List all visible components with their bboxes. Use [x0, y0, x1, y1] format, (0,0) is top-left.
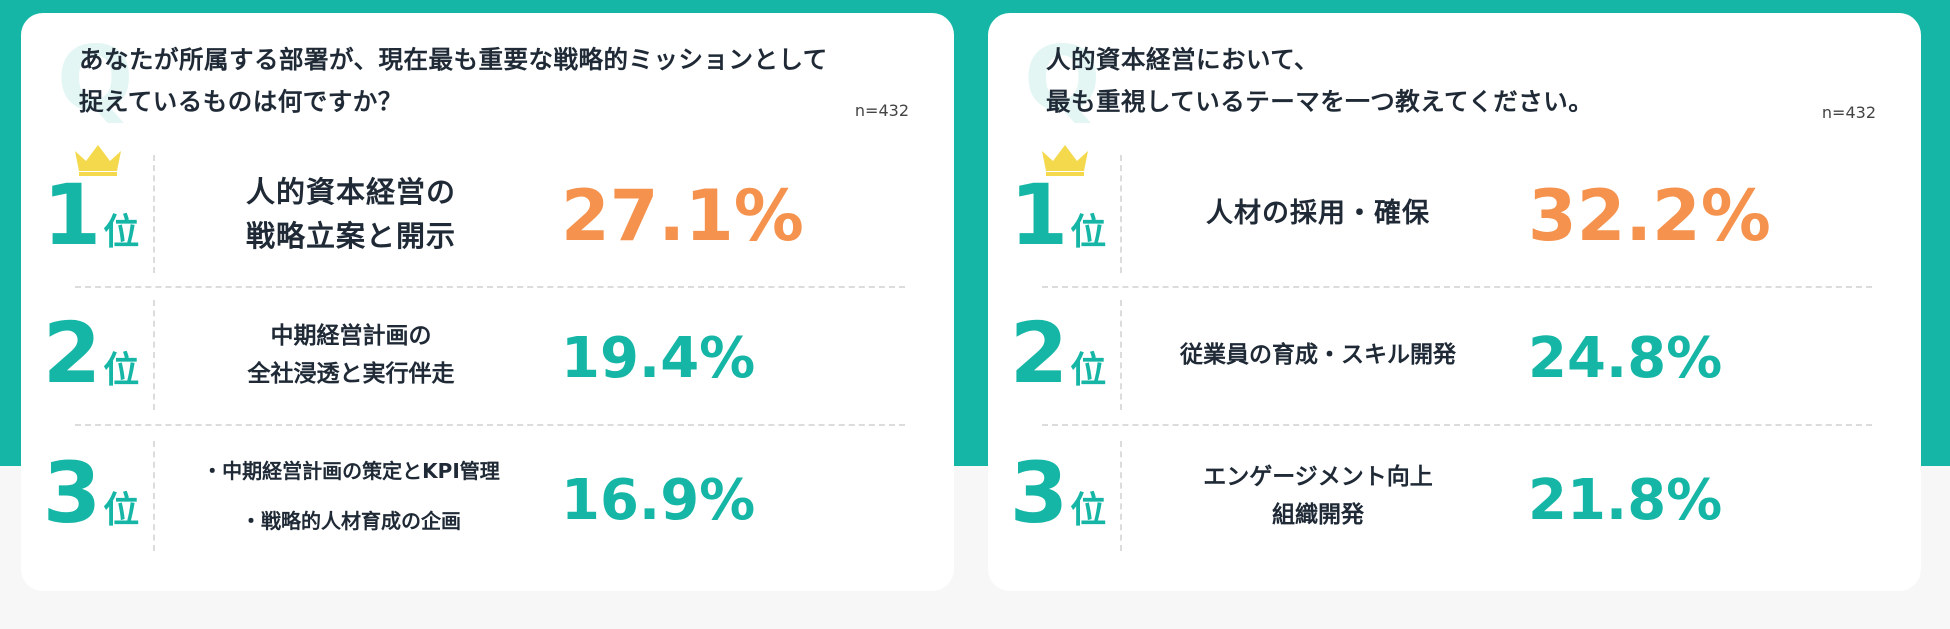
- rank-number: 1: [1009, 166, 1069, 264]
- label-line: 組織開発: [1272, 502, 1364, 528]
- rank-number: 3: [42, 444, 102, 542]
- q-mark: Q: [1024, 27, 1101, 132]
- rank-number: 3: [1009, 444, 1069, 542]
- percentage-value: 27.1%: [561, 175, 804, 257]
- rank-label: エンゲージメント向上 組織開発: [1138, 441, 1498, 551]
- row-separator: [1042, 424, 1872, 426]
- rank-3: 3 位: [1003, 451, 1113, 535]
- rank-3: 3 位: [36, 451, 146, 535]
- rank-1: 1 位: [1003, 173, 1113, 257]
- sample-size: n=432: [1821, 103, 1876, 122]
- rank-label: 従業員の育成・スキル開発: [1138, 300, 1498, 410]
- label-line: 戦略立案と開示: [245, 219, 456, 253]
- label-line: 人的資本経営の: [245, 175, 456, 209]
- row-divider-vertical: [153, 441, 155, 551]
- percentage-value: 21.8%: [1528, 467, 1723, 533]
- question-text: あなたが所属する部署が、現在最も重要な戦略的ミッションとして 捉えているものは何…: [79, 45, 828, 116]
- row-separator: [75, 424, 905, 426]
- rank-suffix: 位: [103, 490, 140, 531]
- q-mark: Q: [57, 27, 134, 132]
- rank-number: 2: [1009, 304, 1069, 402]
- label-line: 人材の採用・確保: [1206, 198, 1430, 229]
- question-text: 人的資本経営において、 最も重視しているテーマを一つ教えてください。: [1046, 45, 1594, 116]
- row-separator: [75, 286, 905, 288]
- row-separator: [1042, 286, 1872, 288]
- rank-label: 人材の採用・確保: [1138, 155, 1498, 273]
- rank-2: 2 位: [36, 311, 146, 395]
- survey-card-2: Q 人的資本経営において、 最も重視しているテーマを一つ教えてください。 n=4…: [988, 13, 1921, 591]
- sample-size: n=432: [854, 101, 909, 120]
- row-divider-vertical: [1120, 300, 1122, 410]
- rank-2: 2 位: [1003, 311, 1113, 395]
- row-divider-vertical: [153, 300, 155, 410]
- row-divider-vertical: [153, 155, 155, 273]
- rank-1: 1 位: [36, 173, 146, 257]
- rank-label: 中期経営計画の 全社浸透と実行伴走: [171, 300, 531, 410]
- label-line: ・中期経営計画の策定とKPI管理: [202, 459, 500, 483]
- label-line: 従業員の育成・スキル開発: [1180, 342, 1456, 368]
- rank-suffix: 位: [1070, 490, 1107, 531]
- crown-icon: [1042, 145, 1088, 176]
- rank-suffix: 位: [103, 212, 140, 253]
- label-line: 全社浸透と実行伴走: [247, 361, 455, 387]
- label-line: エンゲージメント向上: [1203, 464, 1433, 490]
- crown-icon: [75, 145, 121, 176]
- label-line: 中期経営計画の: [270, 323, 432, 349]
- percentage-value: 24.8%: [1528, 325, 1723, 391]
- survey-card-1: Q あなたが所属する部署が、現在最も重要な戦略的ミッションとして 捉えているもの…: [21, 13, 954, 591]
- row-divider-vertical: [1120, 441, 1122, 551]
- row-divider-vertical: [1120, 155, 1122, 273]
- rank-suffix: 位: [1070, 212, 1107, 253]
- label-line: ・戦略的人材育成の企画: [241, 509, 461, 533]
- rank-number: 1: [42, 166, 102, 264]
- percentage-value: 16.9%: [561, 467, 756, 533]
- rank-number: 2: [42, 304, 102, 402]
- rank-label: ・中期経営計画の策定とKPI管理 ・戦略的人材育成の企画: [171, 441, 531, 551]
- percentage-value: 19.4%: [561, 325, 756, 391]
- rank-suffix: 位: [103, 350, 140, 391]
- percentage-value: 32.2%: [1528, 175, 1771, 257]
- rank-label: 人的資本経営の 戦略立案と開示: [171, 155, 531, 273]
- rank-suffix: 位: [1070, 350, 1107, 391]
